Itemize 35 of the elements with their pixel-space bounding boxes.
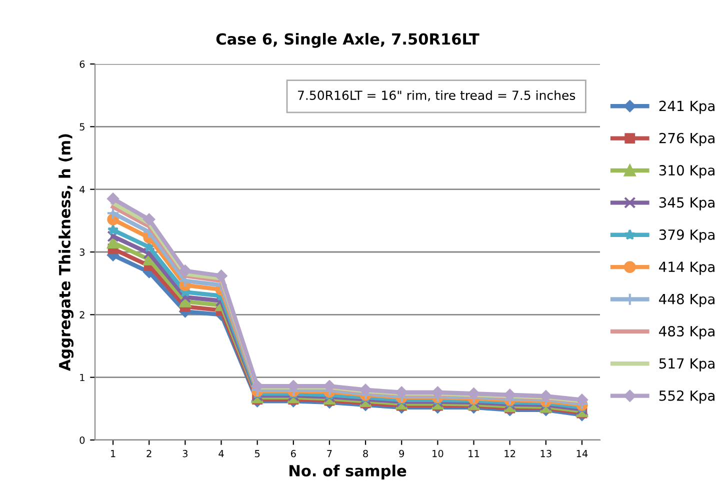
- annotation: 7.50R16LT = 16" rim, tire tread = 7.5 inches: [298, 90, 576, 102]
- legend-label: 379 Kpa: [659, 229, 714, 243]
- x-tick-label: 2: [146, 450, 152, 458]
- legend-label: 483 Kpa: [659, 326, 714, 340]
- x-tick-label: 10: [432, 450, 444, 458]
- y-tick-label: 6: [80, 60, 85, 68]
- legend-label: 414 Kpa: [659, 262, 714, 275]
- x-tick-label: 9: [399, 450, 404, 458]
- x-tick-label: 8: [363, 450, 368, 458]
- y-tick-label: 3: [80, 248, 84, 256]
- y-tick-label: 4: [80, 186, 85, 194]
- y-tick-label: 5: [80, 123, 84, 130]
- x-tick-label: 1: [111, 450, 116, 458]
- x-tick-label: 11: [468, 450, 480, 458]
- x-tick-label: 5: [254, 450, 260, 458]
- x-axis-title: No. of sample: [290, 464, 406, 480]
- y-tick-label: 2: [80, 311, 84, 318]
- x-tick-label: 7: [327, 450, 332, 458]
- legend-label: 241 Kpa: [659, 100, 714, 114]
- legend-label: 552 Kpa: [659, 390, 714, 404]
- legend-label: 276 Kpa: [659, 132, 714, 146]
- legend-label: 345 Kpa: [659, 197, 714, 210]
- x-tick-label: 4: [218, 450, 224, 458]
- x-tick-label: 6: [290, 450, 296, 458]
- y-tick-label: 0: [80, 436, 85, 444]
- y-axis-title: Aggregate Thickness, h (m): [58, 134, 74, 372]
- legend-label: 517 Kpa: [659, 358, 714, 372]
- x-tick-label: 12: [504, 450, 516, 458]
- chart-title: Case 6, Single Axle, 7.50R16LT: [216, 32, 480, 48]
- legend-label: 448 Kpa: [659, 294, 714, 308]
- x-tick-label: 3: [182, 450, 188, 458]
- x-tick-label: 13: [540, 450, 552, 458]
- legend-label: 310 Kpa: [659, 165, 714, 178]
- y-tick-label: 1: [80, 374, 84, 382]
- x-tick-label: 14: [576, 450, 588, 458]
